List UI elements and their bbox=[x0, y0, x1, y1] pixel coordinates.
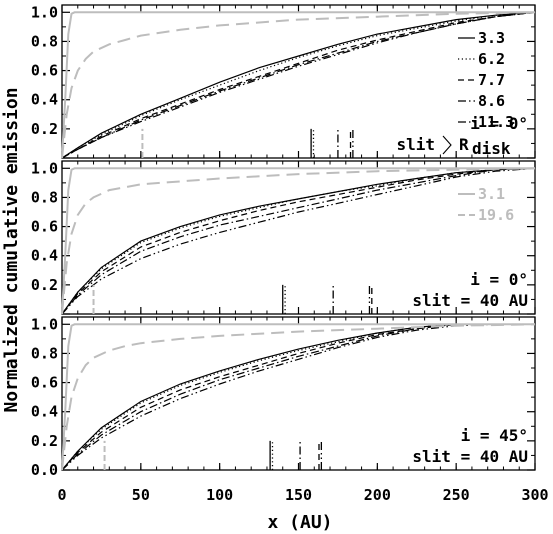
panel-2: 0.2 0.4 0.6 0.8 1.0 3.1 19.6 i = 0° slit = 40 AU bbox=[31, 159, 536, 315]
legend-label: 19.6 bbox=[478, 206, 514, 224]
y-tick-label: 0.4 bbox=[31, 403, 58, 421]
series-11-3-line bbox=[61, 167, 536, 315]
legend-label: 3.3 bbox=[478, 29, 505, 47]
series-3-1-line bbox=[61, 323, 535, 471]
series-3-1-line bbox=[61, 11, 535, 159]
x-tick-label: 0 bbox=[57, 486, 66, 504]
y-axis-label: Normalized cumulative emission bbox=[1, 87, 22, 412]
annotation-inclination: i = 45° bbox=[461, 426, 528, 445]
series-11-3-line bbox=[61, 11, 536, 159]
legend-label: 7.7 bbox=[478, 71, 505, 89]
annotation-inclination: i = 0° bbox=[470, 114, 528, 133]
y-tick-label: 0.6 bbox=[31, 218, 58, 236]
series-7-7-line bbox=[61, 11, 536, 159]
series-3-3-line bbox=[61, 11, 536, 159]
annotation-r-disk: R bbox=[459, 135, 469, 154]
legend-label: 3.1 bbox=[478, 185, 505, 203]
y-tick-label: 0.6 bbox=[31, 62, 58, 80]
panel-1: 0.2 0.4 0.6 0.8 1.0 3.3 6.2 7.7 8.6 11.3i = 0° sli… bbox=[31, 3, 536, 159]
legend-label: 6.2 bbox=[478, 50, 505, 68]
series-19-6-line bbox=[61, 11, 536, 159]
series-19-6-line bbox=[61, 323, 536, 471]
series-6-2-line bbox=[61, 167, 536, 315]
y-tick-label: 0.4 bbox=[31, 91, 58, 109]
annotation-inclination: i = 0° bbox=[470, 270, 528, 289]
y-tick-label: 0.8 bbox=[31, 32, 58, 50]
x-tick-label: 250 bbox=[443, 486, 470, 504]
y-tick-label: 0.6 bbox=[31, 374, 58, 392]
y-tick-label: 0.0 bbox=[31, 461, 58, 479]
y-tick-label: 1.0 bbox=[31, 315, 58, 333]
legend-label: 11.3 bbox=[478, 113, 514, 131]
series-6-2-line bbox=[61, 323, 535, 471]
annotation-slit: slit = 40 AU bbox=[412, 447, 528, 466]
x-axis-label: x (AU) bbox=[267, 512, 332, 533]
y-tick-label: 0.8 bbox=[31, 344, 58, 362]
y-tick-label: 0.2 bbox=[31, 276, 58, 294]
series-3-3-line bbox=[61, 167, 536, 315]
y-tick-label: 1.0 bbox=[31, 159, 58, 177]
annotation-slit: slit bbox=[396, 135, 435, 154]
legend-label: 8.6 bbox=[478, 92, 505, 110]
greater-than-icon bbox=[442, 135, 452, 155]
series-19-6-line bbox=[61, 167, 536, 315]
x-tick-label: 200 bbox=[364, 486, 391, 504]
series-8-6-line bbox=[61, 167, 536, 315]
y-tick-label: 1.0 bbox=[31, 3, 58, 21]
x-tick-label: 50 bbox=[132, 486, 150, 504]
x-tick-label: 300 bbox=[521, 486, 548, 504]
series-7-7-line bbox=[61, 167, 536, 315]
series-11-3-line bbox=[61, 323, 535, 471]
y-tick-label: 0.8 bbox=[31, 188, 58, 206]
y-tick-label: 0.2 bbox=[31, 120, 58, 138]
x-tick-label: 150 bbox=[285, 486, 312, 504]
annotation-slit: slit = 40 AU bbox=[412, 291, 528, 310]
x-tick-label: 100 bbox=[206, 486, 233, 504]
panel-3: 0.0 0.2 0.4 0.6 0.8 1.0 i = 45° slit = 40 AU bbox=[31, 315, 536, 479]
annotation-r-disk-subscript: disk bbox=[472, 139, 511, 158]
series-3-1-line bbox=[61, 167, 535, 315]
y-tick-label: 0.2 bbox=[31, 432, 58, 450]
y-tick-label: 0.4 bbox=[31, 247, 58, 265]
